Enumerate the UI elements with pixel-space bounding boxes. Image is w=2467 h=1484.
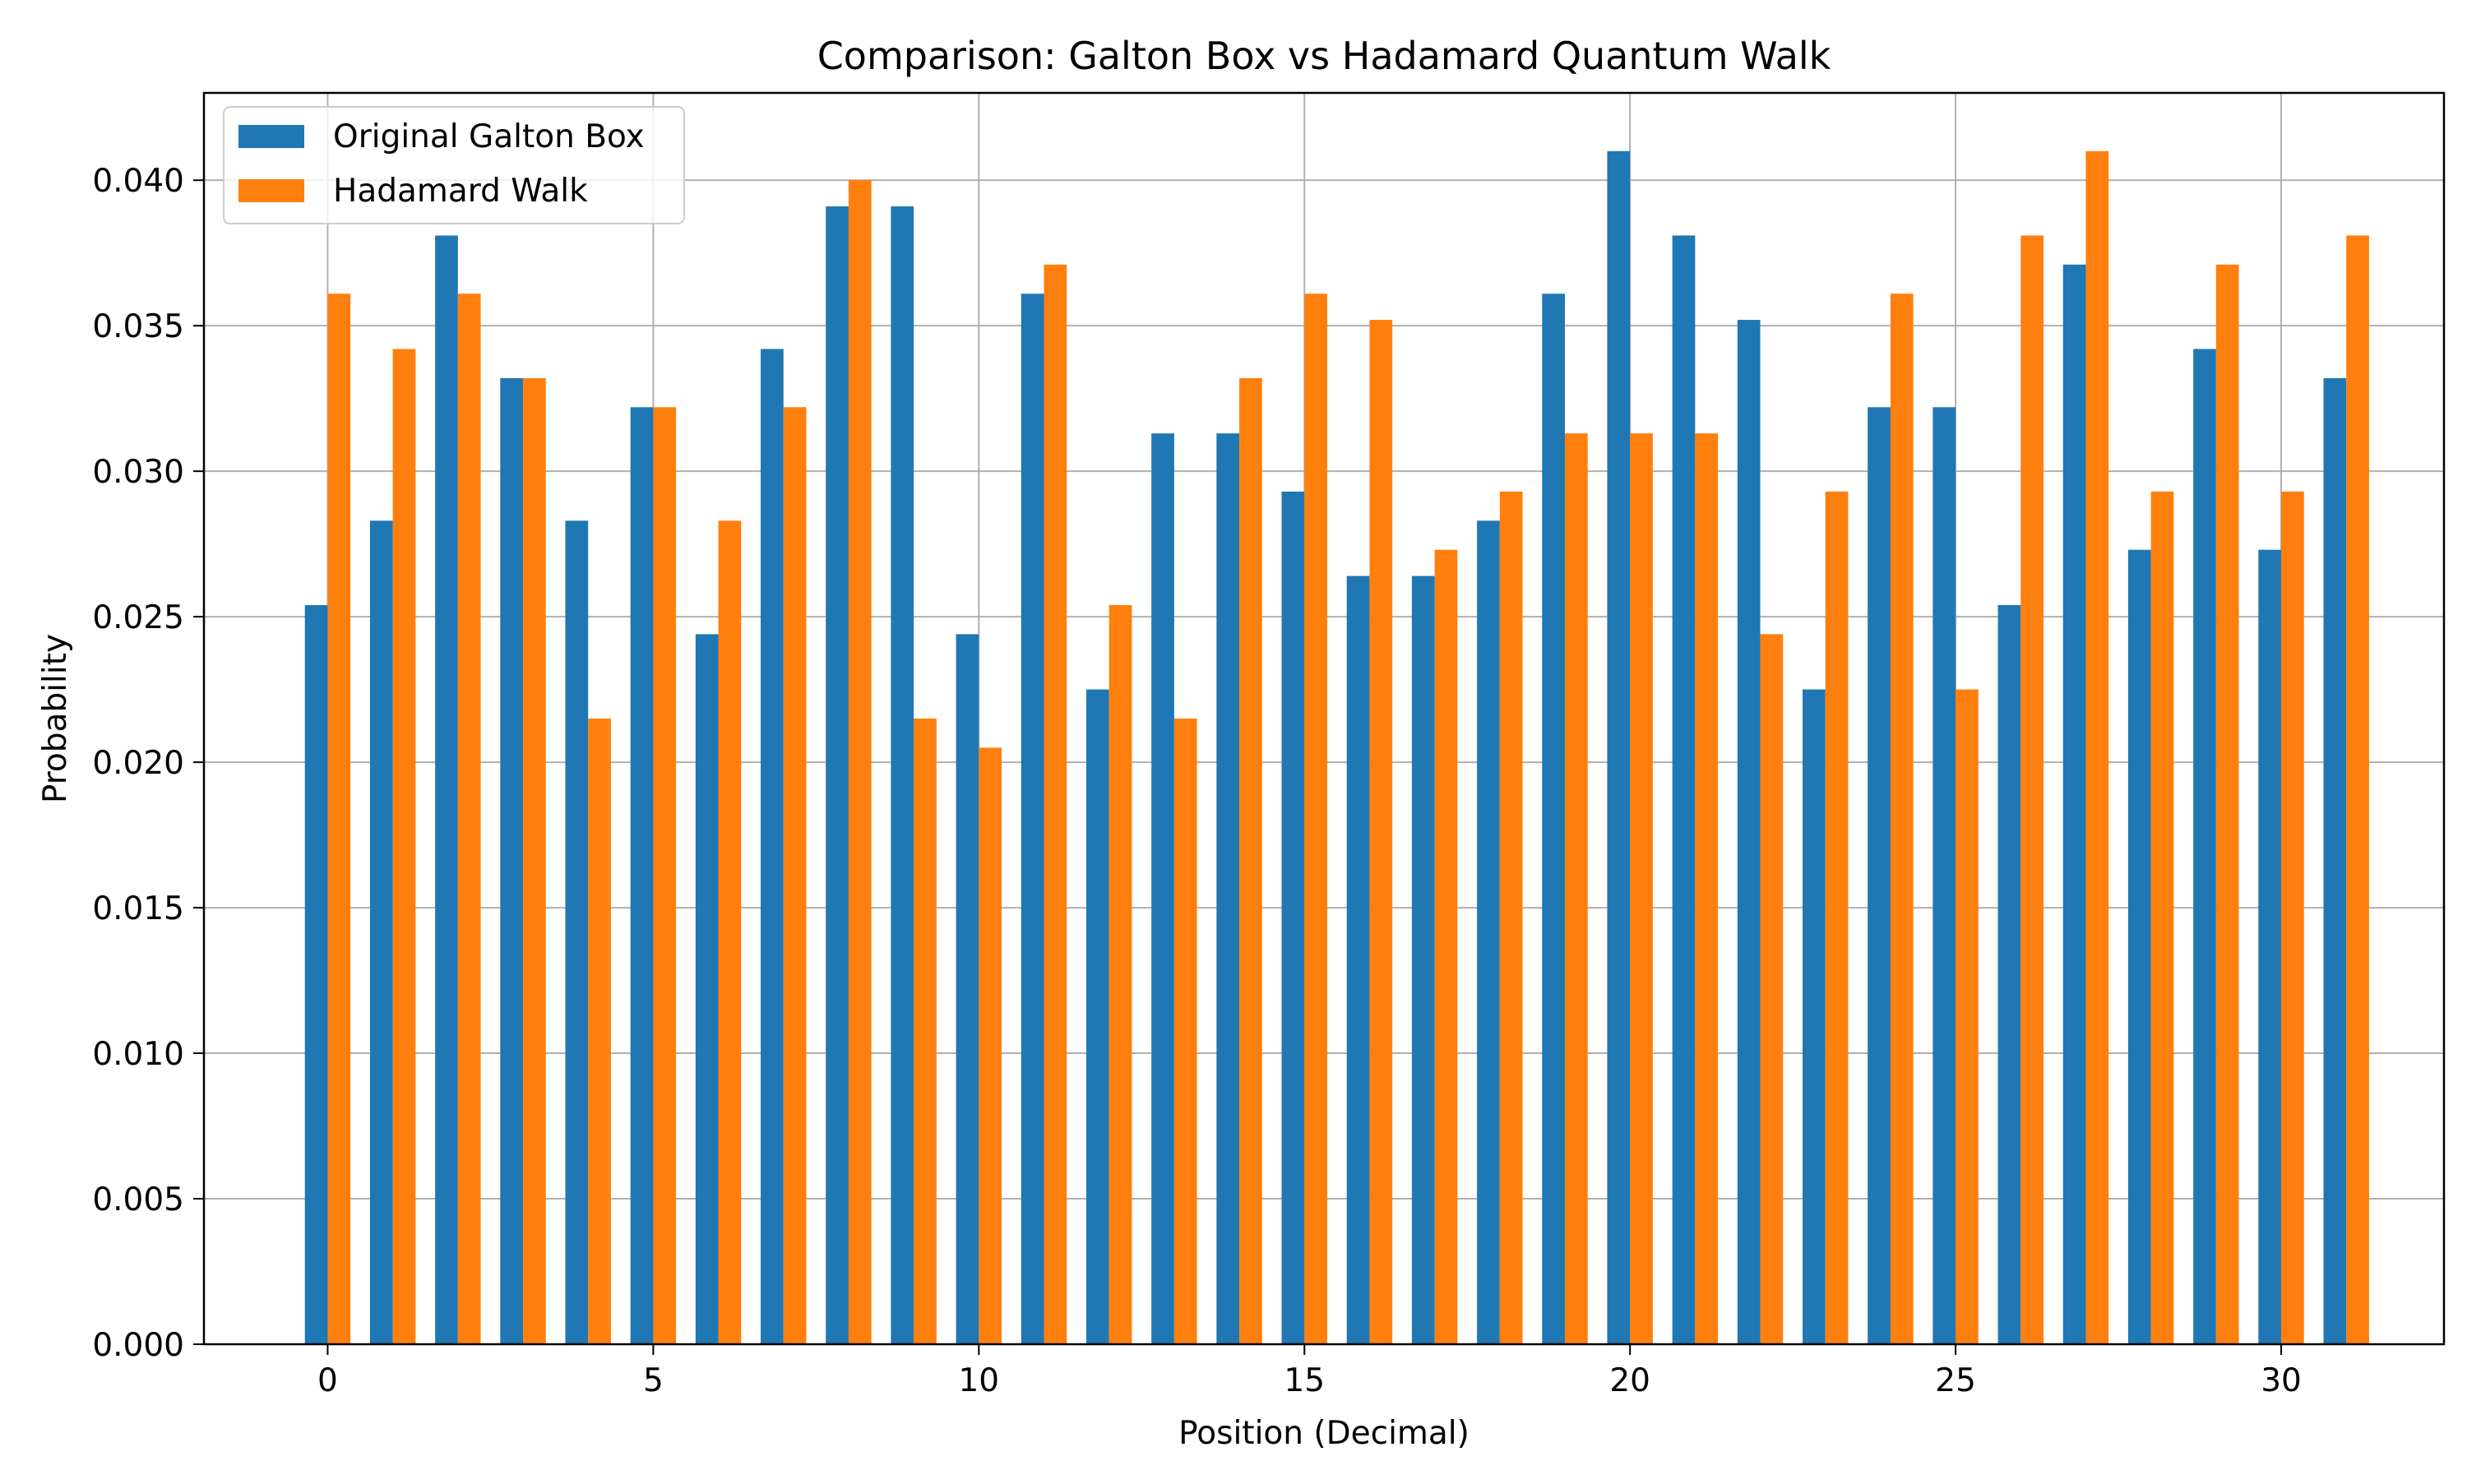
bar-hadamard-walk: [457, 294, 481, 1344]
bar-hadamard-walk: [979, 747, 1002, 1344]
plot-frame: [202, 91, 2446, 1346]
bar-hadamard-walk: [2150, 491, 2174, 1344]
bar-hadamard-walk: [1760, 634, 1784, 1344]
bar-original-galton-box: [2062, 264, 2086, 1345]
bar-hadamard-walk: [2346, 235, 2369, 1344]
x-tick-label: 10: [958, 1362, 999, 1399]
legend-label-hadamard-walk: Hadamard Walk: [333, 173, 588, 210]
bar-hadamard-walk: [914, 719, 937, 1344]
bar-hadamard-walk: [1434, 549, 1458, 1344]
legend-swatch-original-galton-box: [238, 125, 304, 148]
y-axis-label: Probability: [37, 634, 74, 803]
y-tick-label: 0.000: [92, 1327, 184, 1364]
bar-hadamard-walk: [1369, 320, 1393, 1344]
bar-original-galton-box: [826, 206, 849, 1344]
bar-hadamard-walk: [1044, 264, 1067, 1345]
x-tick-label: 15: [1284, 1362, 1325, 1399]
bar-original-galton-box: [1542, 294, 1565, 1344]
bar-hadamard-walk: [718, 520, 742, 1344]
bar-hadamard-walk: [2020, 235, 2044, 1344]
bar-original-galton-box: [1021, 294, 1044, 1344]
y-tick-label: 0.010: [92, 1036, 184, 1073]
y-tick-label: 0.020: [92, 745, 184, 782]
x-tick-label: 20: [1609, 1362, 1650, 1399]
bar-hadamard-walk: [1239, 377, 1262, 1345]
bar-original-galton-box: [1803, 689, 1826, 1344]
bar-hadamard-walk: [523, 377, 546, 1345]
chart-title: Comparison: Galton Box vs Hadamard Quant…: [817, 34, 1831, 78]
bar-hadamard-walk: [1825, 491, 1849, 1344]
bar-original-galton-box: [1477, 520, 1500, 1344]
bar-original-galton-box: [956, 634, 979, 1344]
bar-hadamard-walk: [1956, 689, 1979, 1344]
bar-hadamard-walk: [1630, 433, 1653, 1344]
legend: Original Galton Box Hadamard Walk: [223, 106, 685, 224]
legend-label-original-galton-box: Original Galton Box: [333, 118, 645, 155]
bar-original-galton-box: [1672, 235, 1696, 1344]
x-tick-label: 5: [643, 1362, 664, 1399]
bar-original-galton-box: [1281, 491, 1305, 1344]
bar-original-galton-box: [2323, 377, 2347, 1345]
bar-original-galton-box: [630, 407, 654, 1344]
y-tick-label: 0.015: [92, 890, 184, 927]
bar-hadamard-walk: [1173, 719, 1197, 1344]
x-axis-label: Position (Decimal): [1178, 1415, 1470, 1452]
bar-hadamard-walk: [2281, 491, 2304, 1344]
x-tick-label: 0: [317, 1362, 338, 1399]
bar-original-galton-box: [1216, 433, 1240, 1344]
bar-original-galton-box: [1932, 407, 1956, 1344]
bar-original-galton-box: [1085, 689, 1109, 1344]
bar-hadamard-walk: [783, 407, 807, 1344]
legend-swatch-hadamard-walk: [238, 179, 304, 202]
bar-hadamard-walk: [588, 719, 611, 1344]
y-tick-label: 0.035: [92, 308, 184, 345]
bar-hadamard-walk: [1695, 433, 1719, 1344]
bar-hadamard-walk: [392, 349, 416, 1345]
bar-original-galton-box: [500, 377, 524, 1345]
bar-hadamard-walk: [327, 294, 351, 1344]
bar-original-galton-box: [2127, 549, 2151, 1344]
y-tick-label: 0.040: [92, 163, 184, 200]
bar-hadamard-walk: [1304, 294, 1327, 1344]
x-tick-label: 25: [1935, 1362, 1976, 1399]
y-tick-label: 0.030: [92, 454, 184, 491]
bar-hadamard-walk: [1499, 491, 1523, 1344]
bar-original-galton-box: [1997, 604, 2021, 1344]
bar-hadamard-walk: [848, 180, 872, 1345]
bar-hadamard-walk: [1890, 294, 1914, 1344]
bar-original-galton-box: [304, 604, 328, 1344]
bar-original-galton-box: [2258, 549, 2282, 1344]
bars: [304, 150, 2369, 1345]
bar-hadamard-walk: [2215, 264, 2239, 1345]
bar-original-galton-box: [1151, 433, 1174, 1344]
bar-hadamard-walk: [1109, 604, 1132, 1344]
bar-original-galton-box: [435, 235, 458, 1344]
bar-original-galton-box: [1868, 407, 1891, 1344]
bar-hadamard-walk: [653, 407, 677, 1344]
bar-original-galton-box: [891, 206, 914, 1344]
bar-original-galton-box: [1411, 576, 1435, 1344]
x-tick-label: 30: [2261, 1362, 2302, 1399]
bar-original-galton-box: [695, 634, 719, 1344]
bar-original-galton-box: [1607, 150, 1631, 1345]
bar-hadamard-walk: [2085, 150, 2109, 1345]
bar-original-galton-box: [1737, 320, 1761, 1344]
bar-original-galton-box: [761, 349, 784, 1345]
bar-original-galton-box: [1346, 576, 1370, 1344]
y-tick-label: 0.025: [92, 599, 184, 636]
bar-original-galton-box: [369, 520, 393, 1344]
bar-original-galton-box: [565, 520, 589, 1344]
legend-box: [223, 106, 685, 224]
bar-hadamard-walk: [1564, 433, 1588, 1344]
y-tick-label: 0.005: [92, 1181, 184, 1218]
bar-original-galton-box: [2193, 349, 2216, 1345]
ticks: 0 5 10 15 20 25 30 0.000 0.005 0.010 0.015 0.020 0.0…: [92, 163, 2302, 1399]
